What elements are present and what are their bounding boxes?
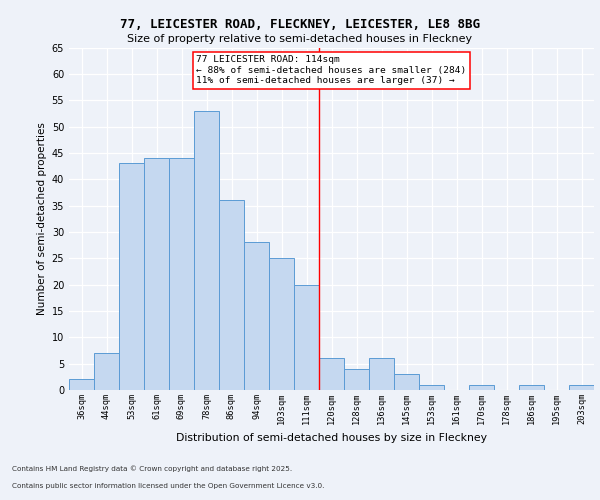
Bar [144,158,169,390]
Bar [294,284,319,390]
Bar [319,358,344,390]
Bar [169,158,194,390]
Bar [119,164,144,390]
Bar [194,110,219,390]
Bar [244,242,269,390]
Bar [344,369,369,390]
Text: 77 LEICESTER ROAD: 114sqm
← 88% of semi-detached houses are smaller (284)
11% of: 77 LEICESTER ROAD: 114sqm ← 88% of semi-… [197,56,467,85]
Bar [569,384,594,390]
Bar [469,384,494,390]
Text: Size of property relative to semi-detached houses in Fleckney: Size of property relative to semi-detach… [127,34,473,44]
Bar [219,200,244,390]
Bar [519,384,544,390]
Bar [69,380,94,390]
Bar [269,258,294,390]
X-axis label: Distribution of semi-detached houses by size in Fleckney: Distribution of semi-detached houses by … [176,432,487,442]
Text: 77, LEICESTER ROAD, FLECKNEY, LEICESTER, LE8 8BG: 77, LEICESTER ROAD, FLECKNEY, LEICESTER,… [120,18,480,30]
Text: Contains HM Land Registry data © Crown copyright and database right 2025.: Contains HM Land Registry data © Crown c… [12,466,292,472]
Bar [419,384,444,390]
Y-axis label: Number of semi-detached properties: Number of semi-detached properties [37,122,47,315]
Text: Contains public sector information licensed under the Open Government Licence v3: Contains public sector information licen… [12,483,325,489]
Bar [94,353,119,390]
Bar [394,374,419,390]
Bar [369,358,394,390]
